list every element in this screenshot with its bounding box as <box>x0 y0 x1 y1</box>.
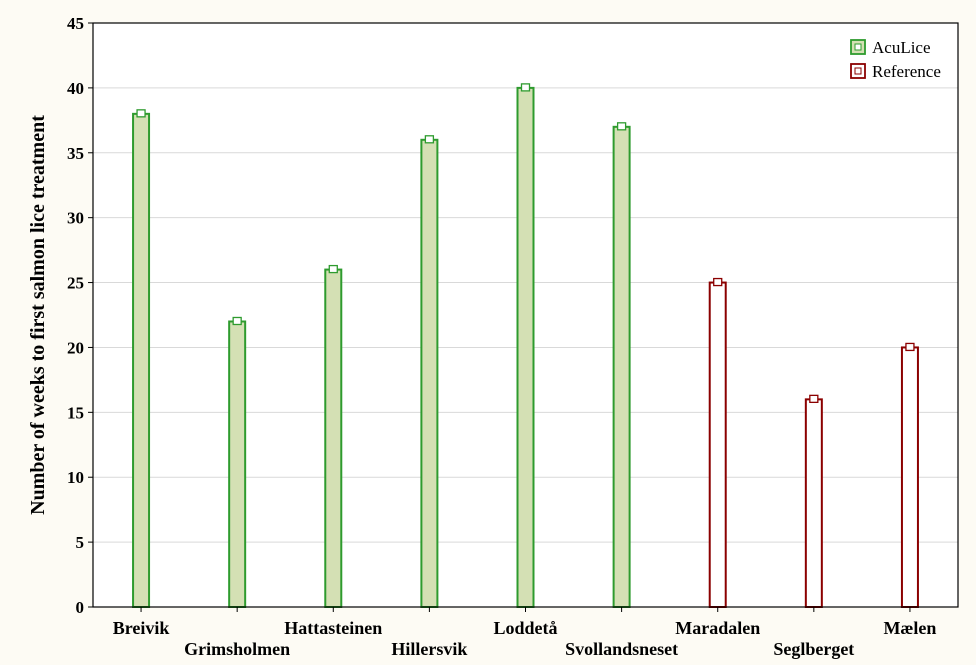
bar-aculice <box>132 112 151 608</box>
x-tick-label: Maradalen <box>675 618 760 638</box>
bar-aculice <box>516 86 535 608</box>
y-tick-label: 20 <box>67 338 84 357</box>
point-marker <box>809 394 819 404</box>
x-tick-label: Seglberget <box>773 639 854 659</box>
y-tick-label: 35 <box>67 144 84 163</box>
bar-reference <box>804 398 823 608</box>
y-tick-label: 25 <box>67 274 84 293</box>
point-marker <box>328 264 338 274</box>
bar-reference <box>708 281 727 608</box>
y-tick-label: 40 <box>67 79 84 98</box>
y-axis-title: Number of weeks to first salmon lice tre… <box>27 115 49 515</box>
legend-label: AcuLice <box>872 38 931 57</box>
y-tick-label: 10 <box>67 468 84 487</box>
legend-marker <box>854 67 862 75</box>
x-tick-label: Hillersvik <box>391 639 467 659</box>
point-marker <box>136 109 146 118</box>
axes: 0 5 10 15 20 25 30 35 40 45 Breivik GrimsholmenHatt… <box>67 14 936 659</box>
bar-aculice <box>228 320 247 608</box>
legend: AcuLice Reference <box>850 38 941 81</box>
point-marker <box>713 277 723 287</box>
y-tick-label: 0 <box>76 598 85 617</box>
point-marker <box>520 83 531 92</box>
x-tick-label: Svollandsneset <box>565 639 678 659</box>
x-tick-label: Mælen <box>883 618 936 638</box>
legend-marker <box>854 43 862 51</box>
legend-label: Reference <box>872 62 941 81</box>
bar-aculice <box>612 125 631 608</box>
x-tick-label: Breivik <box>113 618 170 638</box>
y-tick-label: 15 <box>67 403 84 422</box>
x-tick-label: Hattasteinen <box>284 618 382 638</box>
y-tick-label: 30 <box>67 209 84 228</box>
bar-aculice <box>420 138 439 609</box>
point-marker <box>232 316 242 326</box>
point-marker <box>905 342 915 352</box>
bar-aculice <box>324 268 343 608</box>
point-marker <box>424 135 435 144</box>
x-tick-label: Grimsholmen <box>184 639 290 659</box>
y-tick-label: 45 <box>67 14 84 33</box>
x-tick-label: Loddetå <box>493 618 557 638</box>
bar-reference <box>900 346 919 608</box>
y-tick-label: 5 <box>76 533 85 552</box>
point-marker <box>616 122 627 131</box>
